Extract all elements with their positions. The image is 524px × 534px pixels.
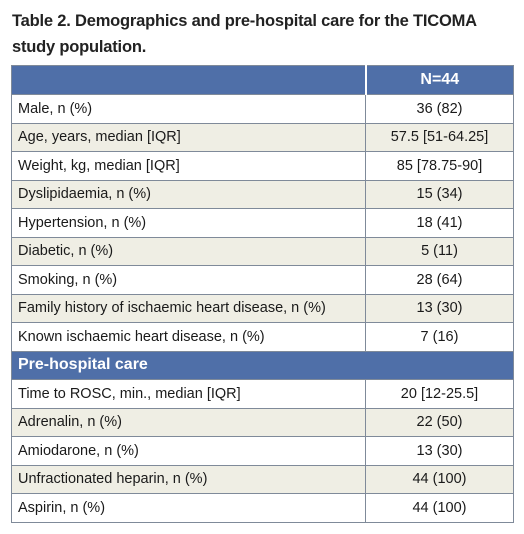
row-value: 22 (50) [365,407,514,437]
row-label: Smoking, n (%) [11,265,366,295]
table-row: Family history of ischaemic heart diseas… [11,293,514,323]
row-value: 85 [78.75-90] [365,151,514,181]
table-row: Male, n (%) 36 (82) [11,94,514,124]
row-label: Aspirin, n (%) [11,493,366,523]
row-value: 15 (34) [365,179,514,209]
table-row: Time to ROSC, min., median [IQR] 20 [12-… [11,379,514,409]
row-value: 5 (11) [365,236,514,266]
section-title: Pre-hospital care [11,350,514,380]
row-label: Diabetic, n (%) [11,236,366,266]
table-row: Dyslipidaemia, n (%) 15 (34) [11,179,514,209]
row-label: Dyslipidaemia, n (%) [11,179,366,209]
section-header-row: Pre-hospital care [11,350,514,380]
row-value: 18 (41) [365,208,514,238]
table-row: Smoking, n (%) 28 (64) [11,265,514,295]
row-value: 57.5 [51-64.25] [365,122,514,152]
row-label: Known ischaemic heart disease, n (%) [11,322,366,352]
table-row: Diabetic, n (%) 5 (11) [11,236,514,266]
table-row: Aspirin, n (%) 44 (100) [11,493,514,523]
table-row: Hypertension, n (%) 18 (41) [11,208,514,238]
table-row: Age, years, median [IQR] 57.5 [51-64.25] [11,122,514,152]
table-row: Known ischaemic heart disease, n (%) 7 (… [11,322,514,352]
table-row: Adrenalin, n (%) 22 (50) [11,407,514,437]
row-value: 44 (100) [365,464,514,494]
row-value: 28 (64) [365,265,514,295]
row-value: 44 (100) [365,493,514,523]
row-value: 36 (82) [365,94,514,124]
row-label: Male, n (%) [11,94,366,124]
header-n-cell: N=44 [364,65,514,95]
table-row: Amiodarone, n (%) 13 (30) [11,436,514,466]
row-value: 7 (16) [365,322,514,352]
row-label: Family history of ischaemic heart diseas… [11,293,366,323]
row-label: Hypertension, n (%) [11,208,366,238]
header-label-cell [11,65,366,95]
row-label: Time to ROSC, min., median [IQR] [11,379,366,409]
row-value: 20 [12-25.5] [365,379,514,409]
table-row: Unfractionated heparin, n (%) 44 (100) [11,464,514,494]
row-label: Amiodarone, n (%) [11,436,366,466]
table-caption: Table 2. Demographics and pre-hospital c… [12,12,477,56]
row-label: Adrenalin, n (%) [11,407,366,437]
row-value: 13 (30) [365,436,514,466]
table-header-row: N=44 [11,65,514,95]
row-label: Weight, kg, median [IQR] [11,151,366,181]
row-label: Age, years, median [IQR] [11,122,366,152]
row-value: 13 (30) [365,293,514,323]
row-label: Unfractionated heparin, n (%) [11,464,366,494]
demographics-table: N=44 Male, n (%) 36 (82) Age, years, med… [11,65,514,523]
table-row: Weight, kg, median [IQR] 85 [78.75-90] [11,151,514,181]
